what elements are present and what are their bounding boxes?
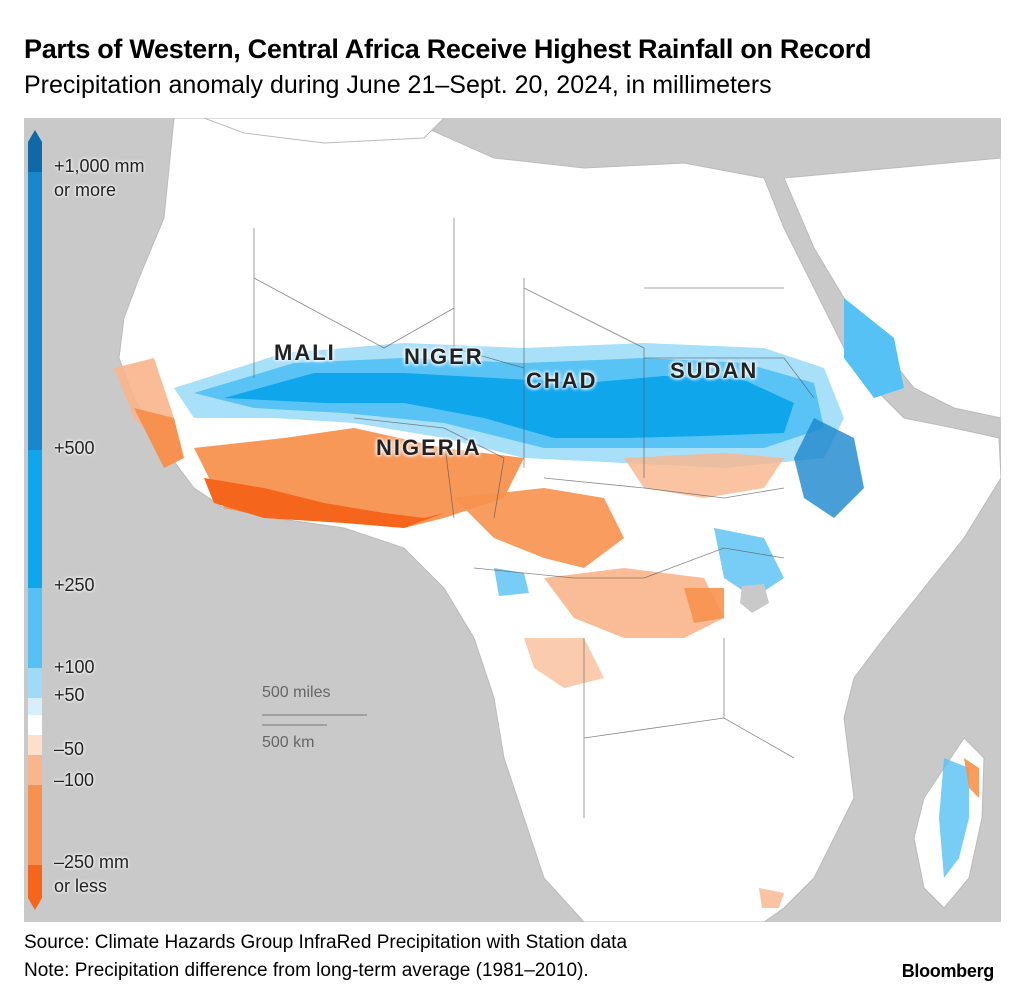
chart-title: Parts of Western, Central Africa Receive…: [24, 34, 872, 64]
legend-label-plus-1000: +1,000 mm: [54, 156, 145, 176]
footnote: Note: Precipitation difference from long…: [24, 960, 589, 981]
dry-anomaly-areas: [114, 358, 979, 908]
legend-label-minus-100: –100: [54, 770, 95, 790]
legend-label-minus-50: –50: [54, 739, 85, 759]
legend-label-plus-50: +50: [54, 685, 85, 705]
legend-swatch-minus-100: [28, 755, 42, 785]
chart-subtitle: Precipitation anomaly during June 21–Sep…: [24, 71, 772, 99]
legend-swatch-0-50: [28, 698, 42, 715]
legend-swatch-minus-50: [28, 735, 42, 755]
legend-label-plus-100: +100: [54, 657, 95, 677]
legend-color-bar: [28, 130, 42, 910]
country-borders: [253, 218, 815, 818]
bloomberg-logo: Bloomberg: [901, 961, 995, 981]
arabian-peninsula: [783, 157, 1001, 419]
country-label-nigeria: NIGERIA: [376, 435, 482, 460]
legend-arrow-bottom: [28, 898, 42, 910]
legend-label-minus-250: –250 mm: [54, 852, 130, 872]
country-label-chad: CHAD: [526, 368, 598, 393]
legend-label-or-less: or less: [54, 876, 108, 896]
country-label-mali: MALI: [274, 340, 336, 365]
legend-arrow-top: [28, 130, 42, 142]
lake-victoria: [740, 584, 769, 613]
source-note: Source: Climate Hazards Group InfraRed P…: [24, 932, 628, 953]
europe-landmass: [203, 118, 445, 144]
legend-swatch-neutral: [28, 715, 42, 735]
legend-label-plus-500: +500: [54, 438, 95, 458]
legend-swatch-250-500: [28, 450, 42, 588]
legend-swatch-minus-250: [28, 785, 42, 865]
scale-label-miles: 500 miles: [262, 684, 331, 701]
legend-swatch-100-250: [28, 588, 42, 668]
country-label-sudan: SUDAN: [670, 358, 759, 383]
legend-swatch-500-1000: [28, 172, 42, 450]
legend-swatch-minus-250-less: [28, 865, 42, 898]
country-label-niger: NIGER: [404, 344, 484, 369]
wet-anomaly-band: [174, 298, 969, 878]
legend-swatch-50-100: [28, 668, 42, 698]
africa-map-svg: [114, 118, 1001, 922]
precipitation-map: MALI NIGER CHAD SUDAN NIGERIA 500 miles …: [24, 118, 1001, 922]
scale-label-km: 500 km: [262, 734, 315, 751]
legend-swatch-1000-plus: [28, 142, 42, 172]
legend-label-or-more: or more: [54, 180, 117, 200]
legend-label-plus-250: +250: [54, 575, 95, 595]
